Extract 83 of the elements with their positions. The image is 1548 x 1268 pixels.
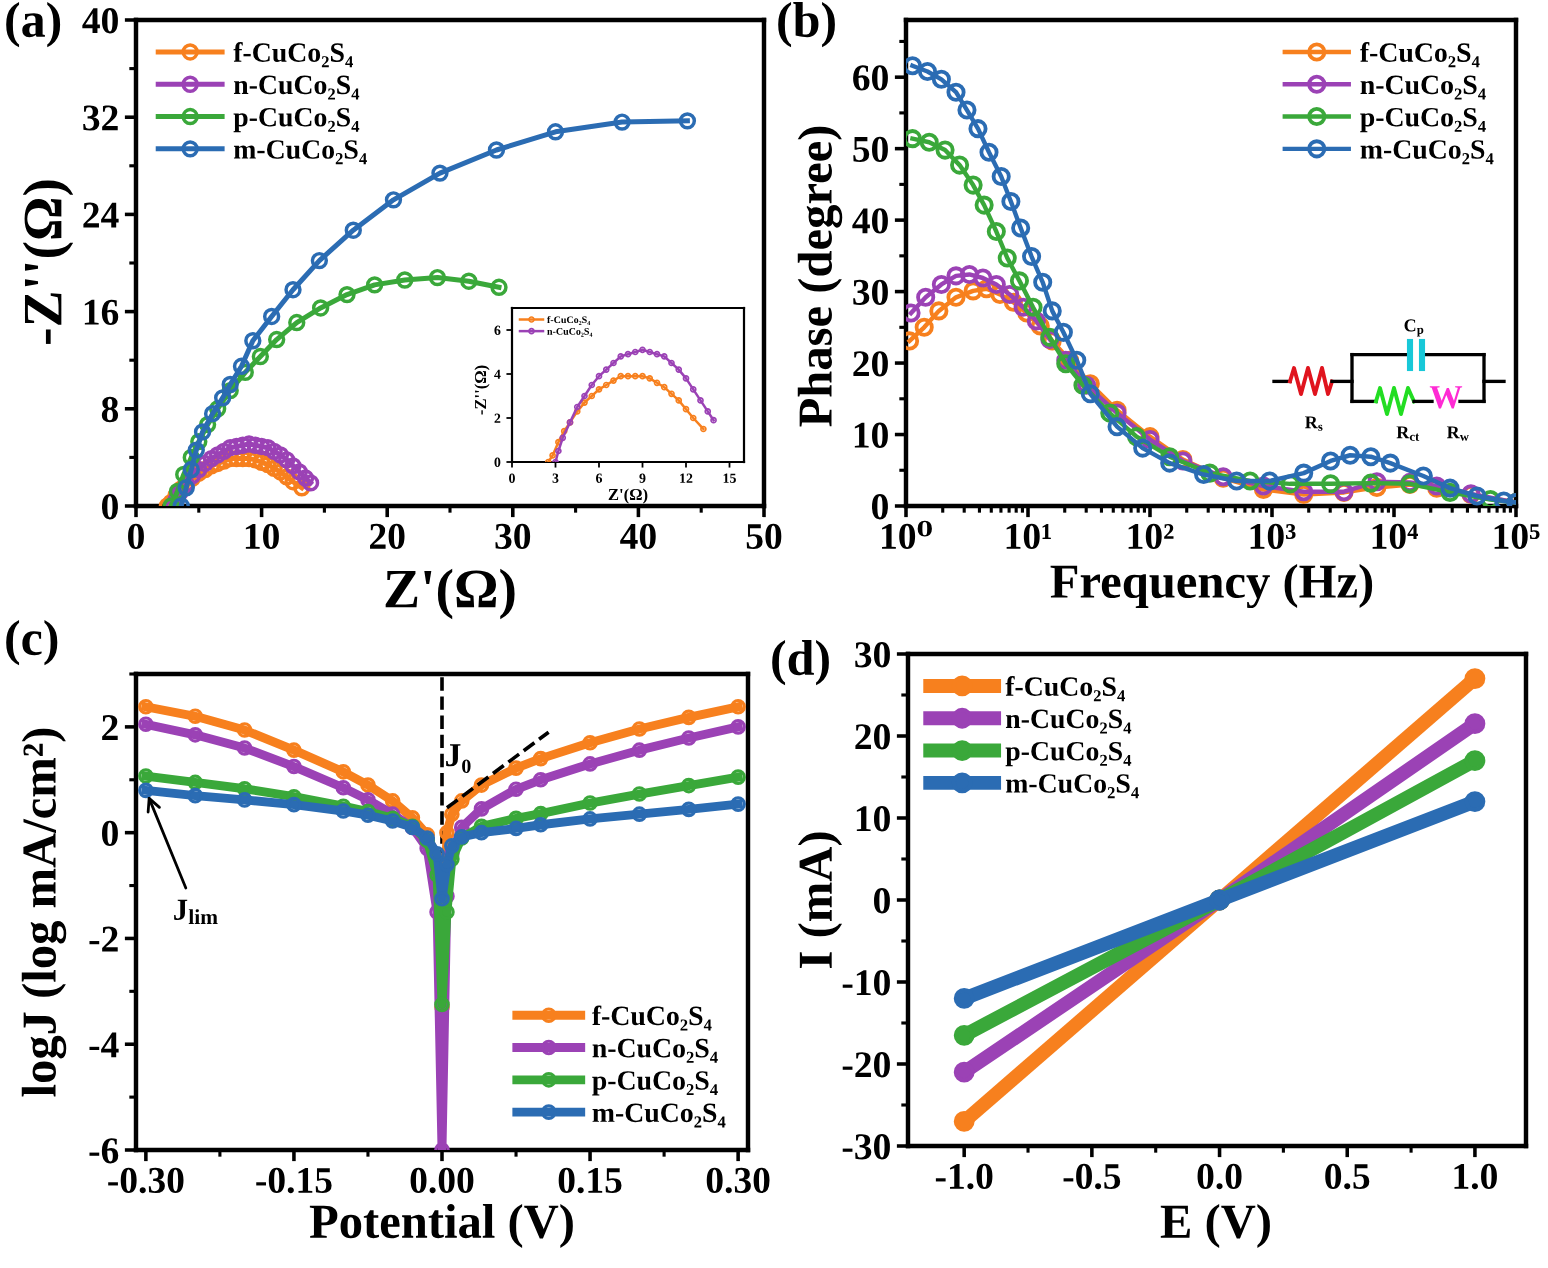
x-tick-label: 0.5: [1325, 1163, 1370, 1190]
annotation: R$_{w}$: [1446, 426, 1469, 441]
x-tick-label: 10³: [1250, 523, 1296, 550]
x-axis-title: Z'(Ω): [385, 568, 515, 620]
legend-label: n-CuCo₂S₄: [233, 75, 360, 100]
annotation: W: [1429, 386, 1463, 409]
legend-label: m-CuCo₂S₄: [1005, 774, 1139, 799]
x-tick-label: 10: [245, 523, 279, 550]
annotation: J$_{lim}$: [174, 899, 218, 924]
x-tick-label: 10⁴: [1372, 523, 1418, 550]
y-tick-label: 0: [102, 820, 118, 847]
x-tick-label: -0.15: [256, 1167, 332, 1194]
y-tick-label: -6: [89, 1138, 119, 1164]
x-axis-title: Z'(Ω): [608, 488, 648, 504]
x-tick-label: 10⁰: [882, 520, 932, 550]
x-tick-label: 0.15: [558, 1167, 622, 1194]
x-axis-title: Frequency (Hz): [1050, 563, 1373, 609]
x-tick-label: 10⁵: [1494, 523, 1540, 550]
legend-label: f-CuCo₂S₄: [1360, 42, 1480, 68]
chart-title: (c): [6, 620, 58, 666]
y-tick-label: 30: [853, 279, 888, 305]
y-tick-label: 50: [853, 136, 888, 163]
y-tick-label: 10: [856, 806, 890, 832]
x-tick-label: 50: [746, 523, 782, 550]
y-axis-title: -Z''(Ω): [474, 365, 490, 415]
legend-label: p-CuCo₂S₄: [1005, 741, 1132, 767]
y-axis-title: I (mA): [797, 832, 843, 968]
annotation: R$_{s}$: [1305, 416, 1323, 431]
legend-label: f-CuCo₂S₄: [233, 42, 354, 68]
x-tick-label: 0.30: [706, 1167, 770, 1194]
legend-label: p-CuCo₂S₄: [1360, 107, 1486, 133]
y-tick-label: 0: [872, 494, 888, 520]
x-tick-label: 10²: [1128, 523, 1174, 550]
y-tick-label: 32: [83, 105, 118, 131]
y-tick-label: 16: [84, 299, 119, 325]
annotation: J₀: [446, 744, 471, 773]
y-tick-label: 20: [853, 351, 888, 377]
x-tick-label: -0.5: [1063, 1163, 1121, 1190]
chart-title: (a): [6, 2, 61, 48]
chart-title: (d): [772, 640, 829, 686]
x-tick-label: 10¹: [1006, 523, 1051, 550]
legend-label: n-CuCo₂S₄: [592, 1038, 718, 1063]
legend-label: m-CuCo₂S₄: [1360, 140, 1494, 165]
legend-label: n-CuCo₂S₄: [1360, 75, 1486, 100]
x-axis-title: E (V): [1160, 1203, 1270, 1249]
y-axis-title: Phase (degree): [797, 126, 843, 427]
legend-label: m-CuCo₂S₄: [592, 1103, 726, 1128]
y-tick-label: -10: [842, 970, 890, 996]
x-tick-label: 40: [620, 523, 656, 550]
y-tick-label: 2: [102, 715, 118, 740]
y-tick-label: 0: [102, 494, 118, 520]
legend-label: f-CuCo₂S₄: [592, 1005, 712, 1031]
x-tick-label: 0.0: [1197, 1163, 1242, 1190]
y-axis-title: logJ (log mA/cm²): [21, 728, 67, 1097]
y-tick-label: 40: [82, 8, 118, 34]
y-tick-label: 60: [853, 65, 888, 91]
x-tick-label: 0: [128, 523, 144, 550]
legend-label: m-CuCo₂S₄: [233, 140, 367, 165]
annotation: R$_{ct}$: [1396, 426, 1420, 441]
x-tick-label: 20: [370, 523, 405, 550]
y-tick-label: 0: [874, 888, 890, 914]
legend-label: f-CuCo₂S₄: [1005, 676, 1126, 702]
x-tick-label: 1.0: [1454, 1163, 1497, 1190]
y-tick-label: 30: [855, 642, 890, 668]
y-tick-label: -30: [842, 1134, 890, 1160]
y-tick-label: 20: [855, 724, 890, 750]
y-tick-label: -2: [89, 926, 118, 952]
y-tick-label: 8: [101, 396, 119, 423]
y-tick-label: -20: [842, 1052, 890, 1078]
annotation: C$_{p}$: [1404, 319, 1424, 337]
y-tick-label: 10: [854, 422, 888, 448]
x-axis-title: Potential (V): [309, 1203, 573, 1249]
x-tick-label: -1.0: [935, 1163, 993, 1190]
legend-label: p-CuCo₂S₄: [592, 1071, 718, 1096]
legend-label: p-CuCo₂S₄: [233, 107, 360, 133]
chart-title: (b): [778, 2, 835, 48]
x-tick-label: 0.00: [410, 1167, 474, 1194]
y-tick-label: 24: [83, 202, 119, 228]
y-tick-label: -4: [89, 1032, 119, 1058]
y-tick-label: 40: [852, 208, 888, 234]
x-tick-label: -0.30: [108, 1167, 184, 1194]
legend-label: n-CuCo₂S₄: [1005, 709, 1132, 734]
y-axis-title: -Z''(Ω): [22, 180, 74, 344]
